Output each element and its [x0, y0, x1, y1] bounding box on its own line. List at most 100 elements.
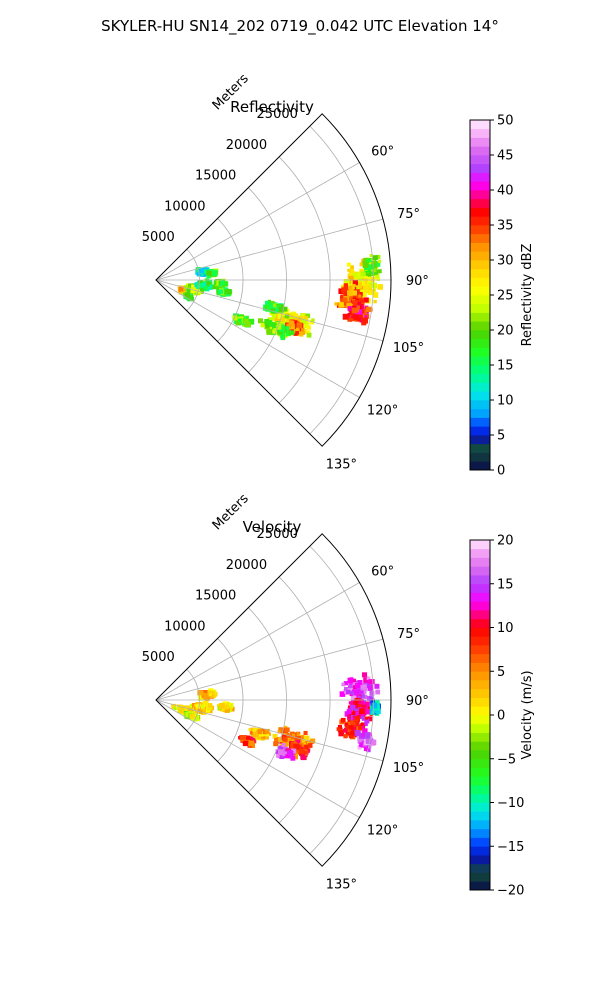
echo-cell: [239, 735, 245, 741]
echo-region: [213, 278, 229, 289]
echo-cell: [363, 285, 368, 290]
echo-cell: [372, 255, 378, 261]
echo-cell: [348, 701, 353, 705]
echo-cell: [344, 690, 348, 694]
angle-tick-label: 135°: [326, 457, 357, 472]
echo-cell: [209, 284, 213, 288]
colorbar-segment: [470, 207, 490, 217]
echo-cell: [344, 687, 349, 692]
echo-cell: [343, 279, 350, 285]
echo-cell: [265, 323, 270, 328]
colorbar-segment: [470, 216, 490, 226]
echo-cell: [298, 748, 305, 755]
colorbar-segment: [470, 592, 490, 602]
echo-cell: [273, 304, 277, 308]
echo-cell: [356, 296, 363, 302]
echo-cell: [275, 738, 279, 743]
echo-cell: [271, 313, 277, 318]
echo-cell: [346, 262, 351, 267]
colorbar-segment: [470, 653, 490, 663]
colorbar-segment: [470, 286, 490, 296]
colorbar-segment: [470, 750, 490, 760]
echo-cell: [273, 741, 279, 747]
angle-tick-label: 75°: [397, 627, 420, 642]
echo-cell: [350, 284, 355, 290]
echo-cell: [360, 693, 365, 698]
colorbar-segment: [470, 583, 490, 593]
echo-cell: [352, 682, 357, 686]
echo-cell: [357, 301, 361, 306]
echo-cell: [301, 331, 305, 335]
colorbar-segment: [470, 855, 490, 865]
echo-region: [262, 299, 288, 314]
colorbar-segment: [470, 417, 490, 427]
colorbar-segment: [470, 566, 490, 576]
echo-region: [194, 278, 217, 292]
echo-cell: [351, 307, 358, 314]
echo-cell: [354, 730, 361, 736]
echo-cell: [378, 260, 381, 263]
echo-cell: [218, 703, 225, 709]
echo-cell: [377, 284, 383, 290]
colorbar-tick-label: 50: [497, 114, 514, 129]
echo-cell: [371, 739, 377, 745]
echo-cell: [285, 326, 290, 331]
colorbar-segment: [470, 785, 490, 795]
echo-cell: [272, 733, 278, 739]
colorbar-segment: [470, 295, 490, 305]
echo-cell: [344, 292, 349, 296]
colorbar-label: Reflectivity dBZ: [520, 244, 535, 347]
echo-cell: [374, 699, 380, 705]
echo-cell: [349, 296, 353, 300]
colorbar-segment: [470, 811, 490, 821]
echo-cell: [286, 330, 291, 335]
echo-cell: [264, 319, 270, 324]
angle-tick-label: 105°: [393, 761, 424, 776]
echo-cell: [341, 287, 347, 293]
colorbar-tick-label: 10: [497, 394, 514, 409]
echo-region: [217, 701, 235, 713]
echo-cell: [350, 265, 354, 270]
sector-outline: [155, 113, 392, 447]
echo-cell: [345, 724, 350, 729]
echo-cell: [348, 705, 351, 709]
colorbar-segment: [470, 881, 490, 891]
colorbar-segment: [470, 688, 490, 698]
colorbar-segment: [470, 172, 490, 182]
echo-cell: [257, 729, 263, 735]
echo-cell: [290, 743, 294, 747]
echo-cell: [358, 738, 362, 743]
echo-cell: [282, 306, 288, 312]
colorbar-segment: [470, 461, 490, 471]
echo-cell: [264, 728, 270, 734]
echo-cell: [347, 709, 352, 714]
echo-cell: [356, 272, 363, 279]
echo-cell: [356, 282, 363, 289]
echo-cell: [375, 254, 381, 260]
colorbar-tick-label: −20: [497, 884, 524, 899]
echo-cell: [278, 746, 282, 750]
echo-cell: [360, 738, 366, 744]
colorbar-segment: [470, 767, 490, 777]
echo-cell: [359, 317, 365, 323]
echo-cell: [252, 732, 258, 738]
echo-cell: [258, 318, 263, 324]
echo-cell: [340, 729, 344, 733]
echo-cell: [277, 749, 284, 756]
colorbar-segment: [470, 828, 490, 838]
echo-region: [206, 268, 219, 279]
echo-cell: [359, 262, 364, 267]
echo-cell: [347, 727, 353, 733]
colorbar-segment: [470, 697, 490, 707]
radial-tick-label: 5000: [142, 230, 175, 245]
echo-cell: [365, 738, 372, 745]
colorbar-segment: [470, 452, 490, 462]
echo-cell: [300, 754, 306, 760]
echo-cell: [354, 716, 361, 722]
echo-cell: [344, 285, 350, 291]
echo-cell: [354, 705, 358, 709]
azimuth-spoke: [155, 699, 360, 818]
colorbar-segment: [470, 793, 490, 803]
echo-cell: [369, 276, 375, 283]
echo-cell: [243, 318, 249, 324]
